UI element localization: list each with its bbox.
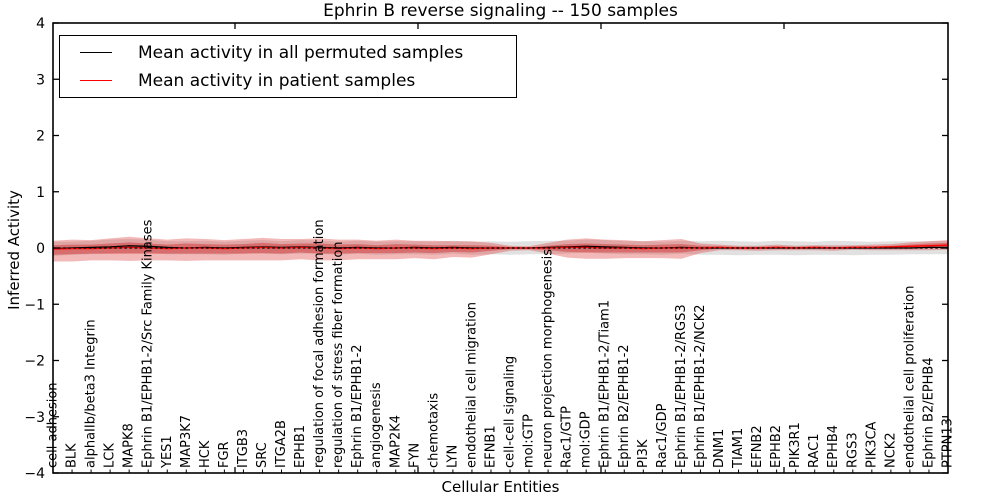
x-category-label: ITGB3 <box>236 429 251 468</box>
y-tick-label: 3 <box>36 72 45 88</box>
x-category-label: DNM1 <box>712 429 727 468</box>
x-category-label: FGR <box>217 441 232 468</box>
x-category-label: EPHB4 <box>826 425 841 468</box>
x-category-label: LCK <box>103 443 118 468</box>
x-category-label: MAP2K4 <box>388 415 403 468</box>
y-axis-label: Inferred Activity <box>5 190 23 310</box>
legend-entry-patient: Mean activity in patient samples <box>72 69 504 93</box>
x-category-label: BLK <box>65 443 80 468</box>
legend-entry-permuted: Mean activity in all permuted samples <box>72 41 504 65</box>
x-category-label: Ephrin B1/EPHB1-2 <box>350 344 365 468</box>
y-tick-label: −1 <box>24 297 45 313</box>
x-category-label: YES1 <box>160 435 175 469</box>
x-category-label: regulation of focal adhesion formation <box>312 219 327 468</box>
x-category-label: cell-cell signaling <box>503 356 518 468</box>
x-category-label: alphaIIb/beta3 Integrin <box>84 319 99 468</box>
x-axis-label: Cellular Entities <box>441 478 560 496</box>
y-tick-label: 1 <box>36 185 45 201</box>
y-tick-label: −3 <box>24 410 45 426</box>
y-tick-label: −2 <box>24 354 45 370</box>
x-category-label: neuron projection morphogenesis <box>541 249 556 468</box>
x-category-label: MAPK8 <box>122 423 137 468</box>
x-category-label: MAP3K7 <box>179 415 194 468</box>
x-category-label: chemotaxis <box>426 393 441 468</box>
x-category-label: EFNB2 <box>750 425 765 468</box>
x-category-label: PIK3R1 <box>788 422 803 468</box>
x-category-label: ITGA2B <box>274 420 289 468</box>
x-category-label: RGS3 <box>845 432 860 468</box>
x-category-label: EFNB1 <box>484 425 499 468</box>
x-category-label: EPHB2 <box>769 425 784 468</box>
x-category-label: angiogenesis <box>369 382 384 468</box>
legend-label-patient: Mean activity in patient samples <box>138 70 416 91</box>
y-tick-label: −4 <box>24 466 45 482</box>
x-category-label: LYN <box>445 445 460 468</box>
x-category-label: TIAM1 <box>731 428 746 469</box>
x-category-label: Ephrin B1/EPHB1-2/Tiam1 <box>598 300 613 468</box>
x-category-label: PI3K <box>636 439 651 468</box>
chart-title: Ephrin B reverse signaling -- 150 sample… <box>323 1 678 21</box>
x-category-label: Rac1/GDP <box>655 403 670 468</box>
x-category-label: Ephrin B1/EPHB1-2/Src Family Kinases <box>141 219 156 468</box>
x-category-label: mol:GTP <box>522 414 537 468</box>
x-category-label: RAC1 <box>807 433 822 468</box>
x-category-label: Ephrin B1/EPHB1-2/RGS3 <box>674 304 689 468</box>
x-category-label: mol:GDP <box>579 411 594 468</box>
permuted-line-swatch <box>80 52 112 53</box>
x-category-label: endothelial cell proliferation <box>902 286 917 469</box>
legend: Mean activity in all permuted samples Me… <box>59 35 517 98</box>
y-tick-label: 4 <box>36 16 45 32</box>
x-category-label: Rac1/GTP <box>560 406 575 468</box>
legend-label-permuted: Mean activity in all permuted samples <box>138 42 464 63</box>
patient-samples-spread-outer-band <box>53 236 948 262</box>
x-category-label: Ephrin B1/EPHB1-2/NCK2 <box>693 304 708 468</box>
x-category-label: PIK3CA <box>864 421 879 468</box>
x-category-label: HCK <box>198 440 213 468</box>
plot-border <box>52 22 949 474</box>
x-category-label: EPHB1 <box>293 425 308 468</box>
x-category-label: NCK2 <box>883 432 898 468</box>
x-category-label: regulation of stress fiber formation <box>331 241 346 468</box>
patient-line-swatch <box>80 80 112 81</box>
x-category-label: Ephrin B2/EPHB4 <box>922 357 937 468</box>
x-category-label: endothelial cell migration <box>464 302 479 468</box>
y-tick-label: 0 <box>36 241 45 257</box>
x-category-label: FYN <box>407 443 422 468</box>
y-tick-label: 2 <box>36 129 45 145</box>
x-category-label: Ephrin B2/EPHB1-2 <box>617 344 632 468</box>
x-category-label: SRC <box>255 442 270 468</box>
